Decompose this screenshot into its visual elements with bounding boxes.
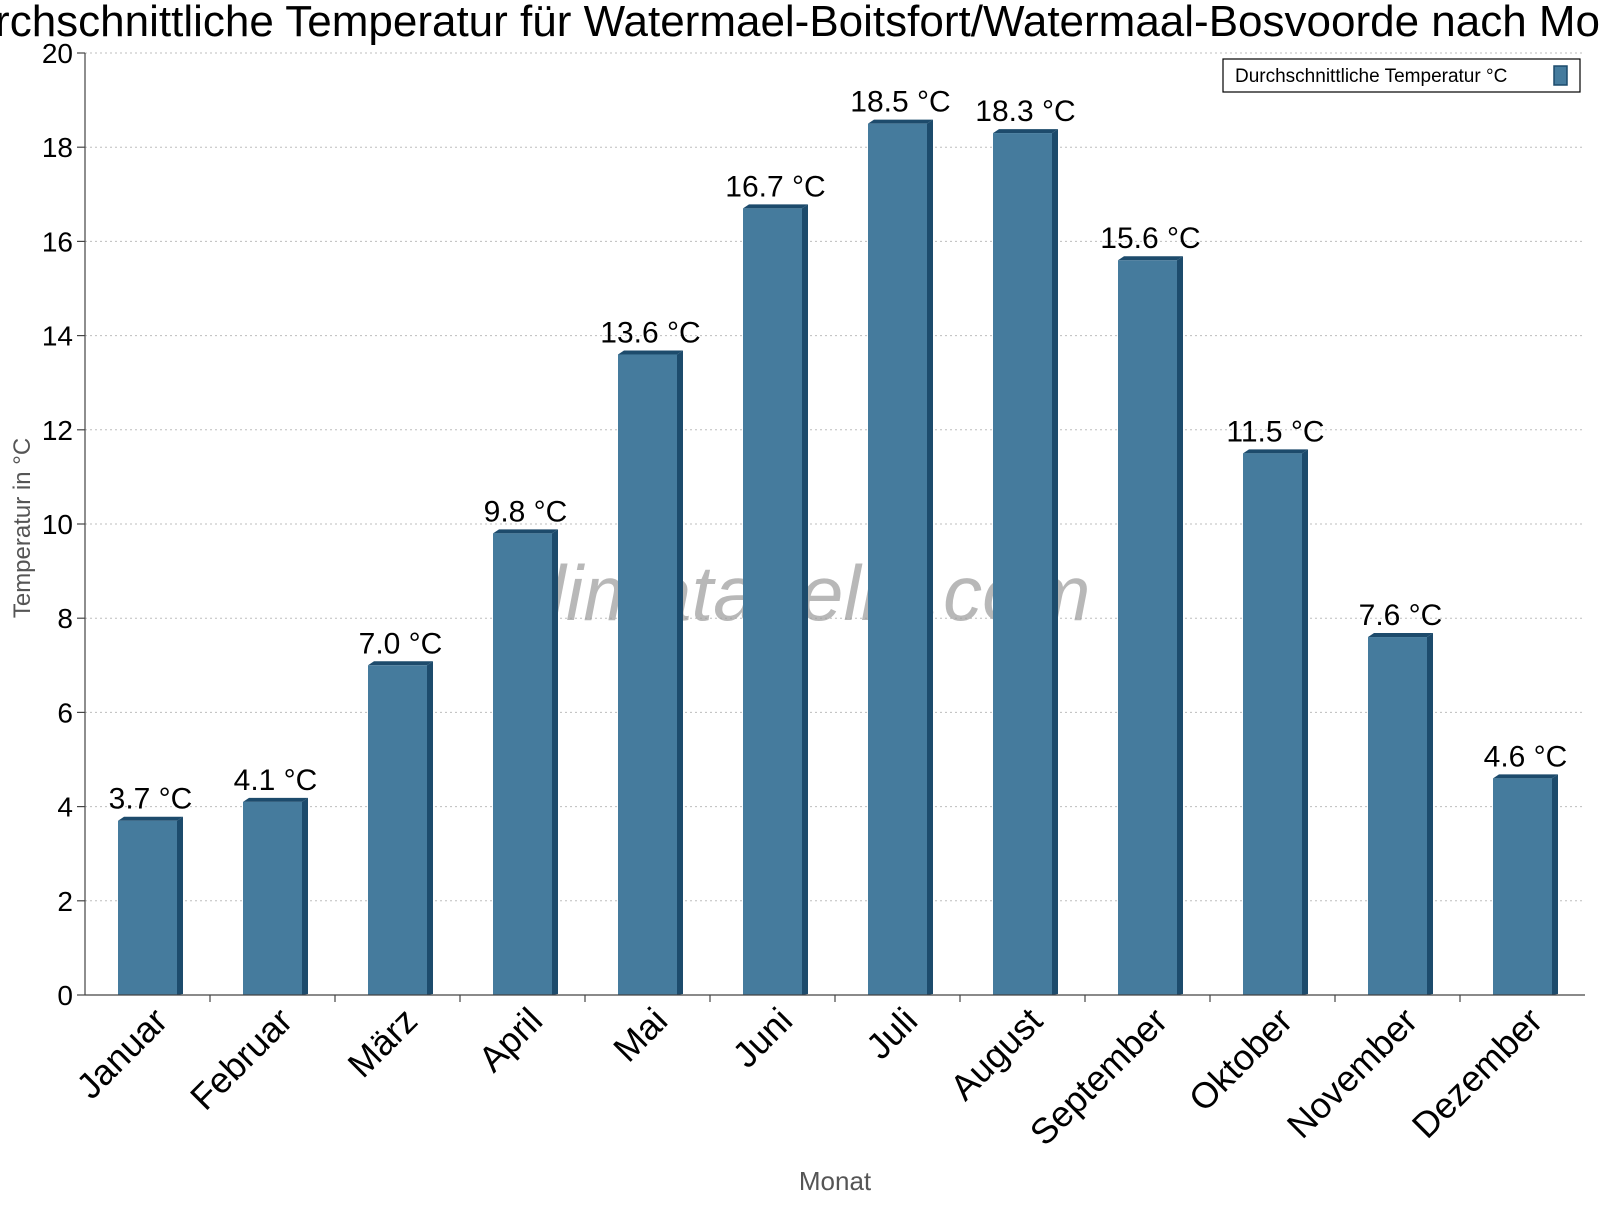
bar-august	[993, 129, 1058, 995]
bar-side	[427, 661, 433, 995]
data-labels: 3.7 °C 4.1 °C 7.0 °C 9.8 °C 13.6 °C 16.7 °C 18…	[109, 86, 1568, 816]
legend-swatch	[1553, 65, 1568, 86]
data-label: 7.0 °C	[359, 627, 443, 660]
bar-november	[1368, 633, 1433, 995]
data-label: 18.3 °C	[975, 95, 1075, 128]
y-tick-labels: 0 2 4 6 8 10 12 14 16 18 20	[42, 38, 73, 1011]
bar-side	[927, 119, 933, 995]
bar-september	[1118, 256, 1183, 995]
x-tick-label: August	[942, 1000, 1050, 1108]
x-tick-labels: Januar Februar März April Mai Juni Juli AugustS…	[68, 1000, 1550, 1154]
data-label: 16.7 °C	[725, 170, 825, 203]
y-tick-label: 8	[57, 603, 73, 634]
y-tick-label: 20	[42, 38, 73, 69]
y-tick-label: 14	[42, 321, 73, 352]
bar-märz	[368, 661, 433, 995]
legend-label: Durchschnittliche Temperatur °C	[1235, 66, 1507, 87]
x-tick-label: Januar	[68, 1000, 175, 1107]
legend: Durchschnittliche Temperatur °C	[1222, 58, 1581, 93]
bar-top	[618, 350, 683, 355]
x-tick-label: November	[1279, 1000, 1425, 1146]
bar-side	[802, 204, 808, 995]
bar-mai	[618, 350, 683, 995]
bar	[1243, 453, 1302, 996]
y-axis-label: Temperatur in °C	[9, 438, 36, 618]
bar	[1493, 778, 1552, 995]
bar-top	[993, 129, 1058, 134]
bar	[118, 820, 177, 995]
bar	[1368, 637, 1427, 995]
bar-januar	[118, 816, 183, 995]
bar-top	[1118, 256, 1183, 261]
bar-top	[368, 661, 433, 666]
bar-side	[1427, 633, 1433, 995]
y-tick-label: 10	[42, 509, 73, 540]
x-tick-label: März	[340, 1000, 426, 1086]
bar-februar	[243, 797, 308, 995]
axes	[77, 52, 1585, 1002]
bar-side	[552, 529, 558, 995]
bar-side	[1552, 774, 1558, 995]
bar-top	[493, 529, 558, 534]
bar-side	[1302, 449, 1308, 996]
bar-side	[177, 816, 183, 995]
bar-oktober	[1243, 449, 1308, 996]
bar	[243, 801, 302, 995]
bar-top	[868, 119, 933, 124]
x-tick-label: Oktober	[1181, 1000, 1301, 1120]
bar-top	[1368, 633, 1433, 638]
x-tick-label: April	[470, 1000, 550, 1080]
x-tick-label: Juli	[858, 1000, 925, 1067]
data-label: 18.5 °C	[850, 86, 950, 119]
bar	[618, 354, 677, 995]
bar-side	[677, 350, 683, 995]
bar-top	[743, 204, 808, 209]
bar-top	[1493, 774, 1558, 779]
bar-side	[1052, 129, 1058, 995]
y-tick-label: 4	[57, 792, 73, 823]
bar	[993, 133, 1052, 995]
x-tick-label: Juni	[724, 1000, 800, 1076]
bar-april	[493, 529, 558, 995]
bar-juni	[743, 204, 808, 995]
bar-top	[1243, 449, 1308, 454]
x-axis-label: Monat	[799, 1166, 872, 1196]
data-label: 11.5 °C	[1226, 415, 1324, 448]
data-label: 4.6 °C	[1484, 740, 1568, 773]
bar	[493, 533, 552, 995]
bar-juli	[868, 119, 933, 995]
x-tick-label: September	[1022, 1000, 1176, 1154]
bar	[743, 208, 802, 995]
data-label: 3.7 °C	[109, 783, 193, 816]
y-tick-label: 0	[57, 980, 73, 1011]
y-tick-label: 16	[42, 226, 73, 257]
chart-title: Durchschnittliche Temperatur für Waterma…	[0, 0, 1600, 46]
data-label: 4.1 °C	[234, 764, 318, 797]
bar-dezember	[1493, 774, 1558, 995]
bar	[368, 665, 427, 995]
bar-side	[1177, 256, 1183, 995]
grid-lines	[85, 52, 1585, 902]
data-label: 7.6 °C	[1359, 599, 1443, 632]
bar	[1118, 260, 1177, 995]
legend-box	[1222, 58, 1581, 93]
y-tick-label: 18	[42, 132, 73, 163]
x-tick-label: Mai	[605, 1000, 675, 1070]
y-tick-label: 2	[57, 886, 73, 917]
bar-side	[302, 797, 308, 995]
y-tick-label: 12	[42, 415, 73, 446]
bars	[118, 119, 1558, 996]
data-label: 9.8 °C	[484, 495, 568, 528]
x-tick-label: Februar	[182, 1000, 300, 1118]
y-tick-label: 6	[57, 697, 73, 728]
x-tick-label: Dezember	[1404, 1000, 1550, 1146]
bar-top	[118, 816, 183, 821]
data-label: 13.6 °C	[600, 316, 700, 349]
data-label: 15.6 °C	[1100, 222, 1200, 255]
bar-top	[243, 797, 308, 802]
bar	[868, 123, 927, 995]
